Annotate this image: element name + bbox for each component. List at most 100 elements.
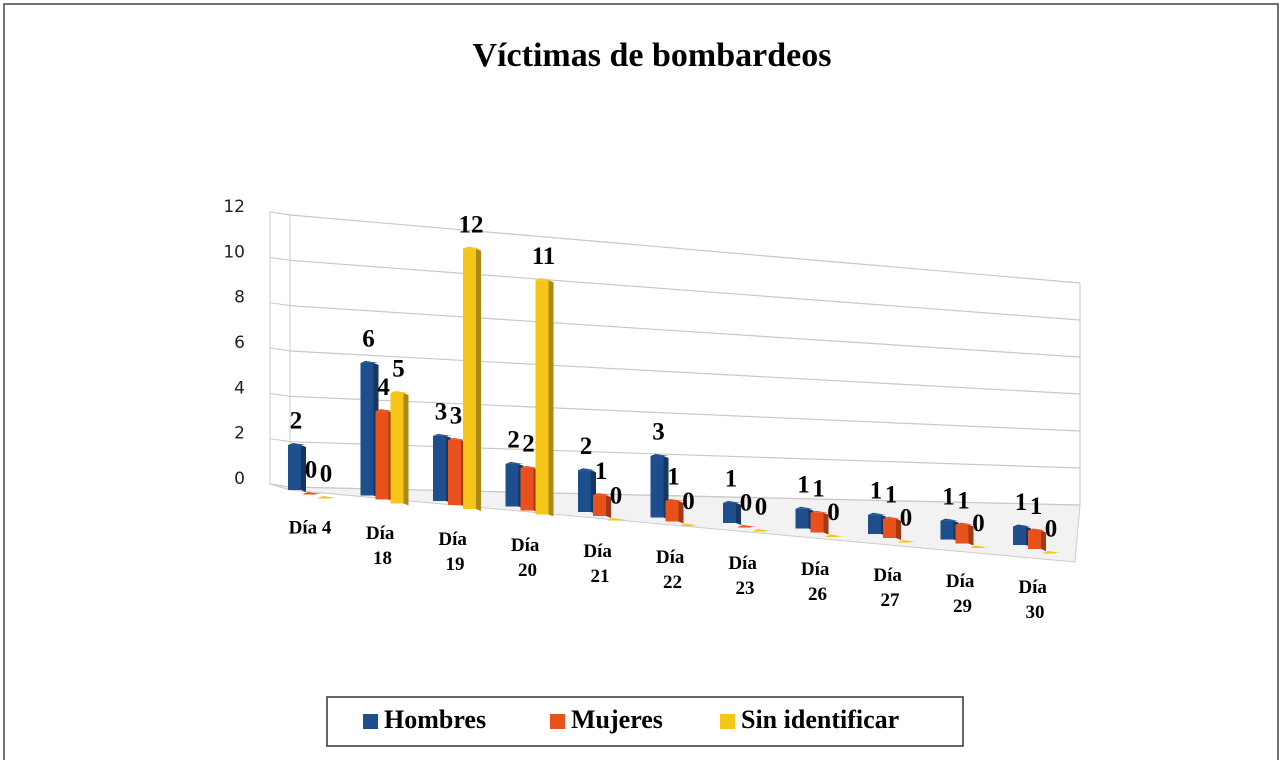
y-tick-label: 6 <box>234 333 245 353</box>
bar <box>288 445 301 490</box>
data-label: 1 <box>957 487 970 514</box>
bar-side <box>896 518 901 540</box>
y-tick-label: 12 <box>223 197 245 217</box>
legend-swatch <box>720 714 735 729</box>
bar <box>448 439 461 505</box>
data-label: 3 <box>652 419 665 446</box>
bar-top <box>1013 524 1031 527</box>
bar-top <box>940 518 959 521</box>
bar-top <box>738 525 756 527</box>
bar <box>883 518 896 538</box>
grid-line-side <box>269 256 291 261</box>
bar-side <box>403 393 409 506</box>
bar-top <box>390 391 409 393</box>
data-label: 1 <box>870 477 883 504</box>
data-label: 0 <box>305 457 318 484</box>
x-tick-label: Día 20 <box>511 535 544 581</box>
y-tick-label: 2 <box>234 424 245 444</box>
bar <box>535 280 549 515</box>
data-label: 1 <box>595 458 608 485</box>
bar <box>1043 553 1056 554</box>
bar-top <box>288 443 306 445</box>
bar <box>723 502 736 523</box>
bar <box>318 498 331 499</box>
data-label: 5 <box>392 356 405 383</box>
grid-line <box>289 486 1081 506</box>
bar-side <box>316 494 321 496</box>
data-label: 2 <box>580 433 593 460</box>
chart-title: Víctimas de bombardeos <box>473 37 832 74</box>
bar <box>360 362 374 496</box>
y-tick-label: 10 <box>223 242 245 262</box>
x-tick-label: Día 4 <box>289 517 332 538</box>
x-tick-label: Día 18 <box>366 523 399 569</box>
grid-line-side <box>269 302 291 307</box>
data-label: 0 <box>682 488 695 515</box>
bar <box>505 463 519 507</box>
bar <box>650 456 664 518</box>
data-label: 0 <box>900 505 913 532</box>
bar-side <box>476 248 481 511</box>
data-label: 0 <box>740 490 753 517</box>
bar-top <box>753 529 771 531</box>
bar-top <box>680 523 699 526</box>
data-label: 0 <box>972 510 985 537</box>
bar <box>390 393 404 504</box>
data-label: 1 <box>667 464 680 491</box>
bar-top <box>883 516 901 519</box>
bar-top <box>448 437 466 440</box>
bar-side <box>606 495 611 518</box>
grid-line <box>289 395 1081 432</box>
grid-line <box>289 305 1081 358</box>
bar-top <box>723 500 741 503</box>
bar <box>868 514 881 534</box>
legend-box <box>326 696 964 747</box>
legend-label: Sin identificar <box>741 705 899 734</box>
data-label: 4 <box>377 374 390 401</box>
bar <box>970 547 984 548</box>
bar-side <box>301 445 306 492</box>
bar-top <box>665 499 684 501</box>
bar-top <box>650 454 669 456</box>
bar <box>940 520 954 540</box>
bar <box>955 524 969 544</box>
bar-top <box>593 493 611 496</box>
data-label: 0 <box>827 499 840 526</box>
data-label: 6 <box>362 326 375 353</box>
bar-top <box>433 433 451 436</box>
data-label: 1 <box>885 481 898 508</box>
bar-side <box>823 512 829 535</box>
bar-top <box>535 278 554 281</box>
bar-top <box>898 540 916 542</box>
legend-label: Mujeres <box>571 705 663 734</box>
bar-side <box>736 502 741 525</box>
legend-swatch <box>550 714 565 729</box>
x-tick-label: Día 30 <box>1018 577 1051 623</box>
grid-line-side <box>269 347 291 352</box>
bar-top <box>1028 528 1046 531</box>
data-label: 1 <box>1030 493 1043 520</box>
bar <box>433 435 446 501</box>
bar-top <box>1043 551 1061 553</box>
bar <box>375 411 389 500</box>
bar-side <box>1041 530 1046 551</box>
bar-top <box>505 461 524 464</box>
bar-top <box>375 409 394 412</box>
data-label: 2 <box>507 427 520 454</box>
bar <box>463 248 476 509</box>
data-label: 1 <box>942 483 955 510</box>
legend-swatch <box>363 714 378 729</box>
bar-top <box>825 534 844 537</box>
data-label: 2 <box>522 431 535 458</box>
bar-top <box>868 512 886 515</box>
bar-top <box>463 246 481 249</box>
data-label: 0 <box>320 461 333 488</box>
grid-line <box>289 259 1081 321</box>
bar <box>738 527 751 528</box>
data-label: 1 <box>797 472 810 499</box>
bar <box>578 470 591 512</box>
bar <box>665 501 679 522</box>
bar <box>608 520 621 521</box>
data-label: 1 <box>812 476 825 503</box>
